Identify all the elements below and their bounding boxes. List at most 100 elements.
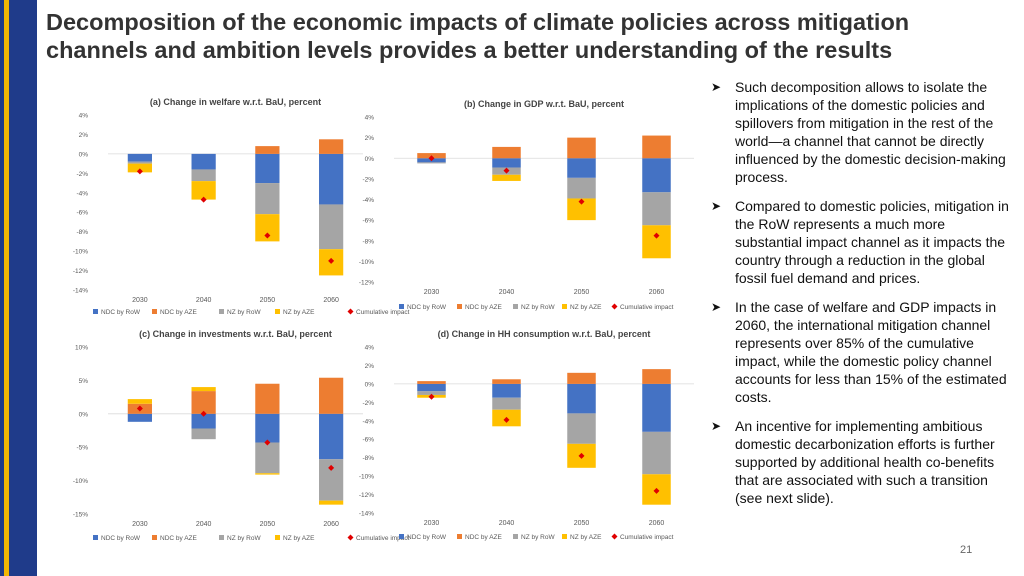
bar-segment-nz-by-aze — [127, 399, 152, 404]
bullet-list: ➤ Such decomposition allows to isolate th… — [711, 78, 1011, 518]
cumulative-marker — [328, 257, 335, 264]
legend-swatch — [399, 534, 404, 539]
y-tick-label: 0% — [365, 156, 375, 163]
y-tick-label: -2% — [76, 171, 88, 178]
legend-label: NDC by RoW — [407, 304, 447, 311]
bar-segment-nz-by-aze — [127, 163, 152, 173]
bullet-item: ➤ Compared to domestic policies, mitigati… — [711, 197, 1011, 287]
x-tick-label: 2040 — [196, 297, 212, 304]
charts-panel: (a) Change in welfare w.r.t. BaU, percen… — [73, 97, 694, 542]
arrow-bullet-icon: ➤ — [711, 419, 722, 433]
bar-segment-nz-by-aze — [642, 225, 671, 259]
y-tick-label: -12% — [359, 492, 374, 499]
chart-title: (d) Change in HH consumption w.r.t. BaU,… — [438, 329, 651, 339]
bar-segment-ndc-by-aze — [642, 135, 671, 159]
x-tick-label: 2040 — [499, 520, 515, 527]
x-tick-label: 2040 — [196, 521, 212, 528]
y-tick-label: -10% — [359, 259, 374, 266]
x-tick-label: 2030 — [424, 289, 440, 296]
legend-swatch — [152, 309, 157, 314]
y-tick-label: -8% — [362, 455, 374, 462]
legend-swatch — [219, 309, 224, 314]
y-tick-label: -15% — [73, 512, 88, 519]
left-accent-stripe — [4, 0, 9, 576]
legend-label: Cumulative impact — [620, 304, 674, 311]
y-tick-label: 4% — [365, 115, 375, 122]
bar-segment-nz-by-row — [567, 177, 596, 199]
legend-label: NZ by RoW — [521, 534, 555, 541]
x-tick-label: 2050 — [260, 297, 276, 304]
x-tick-label: 2060 — [649, 289, 665, 296]
legend-label: NDC by AZE — [465, 534, 503, 541]
legend-swatch — [513, 304, 518, 309]
y-tick-label: -10% — [73, 249, 88, 256]
bar-segment-nz-by-row — [255, 183, 280, 215]
bar-segment-ndc-by-aze — [567, 372, 596, 384]
legend-swatch — [562, 534, 567, 539]
y-tick-label: 2% — [365, 135, 375, 142]
bullet-text: Such decomposition allows to isolate the… — [735, 79, 1006, 185]
legend-marker — [611, 533, 618, 540]
bar-segment-nz-by-aze — [492, 174, 521, 181]
x-tick-label: 2030 — [424, 520, 440, 527]
y-tick-label: -10% — [73, 478, 88, 485]
bar-segment-nz-by-row — [319, 204, 344, 250]
bar-segment-ndc-by-row — [642, 383, 671, 432]
bar-segment-nz-by-row — [567, 413, 596, 444]
bullet-item: ➤ An incentive for implementing ambitious… — [711, 417, 1011, 507]
bar-segment-nz-by-row — [642, 192, 671, 226]
arrow-bullet-icon: ➤ — [711, 80, 722, 94]
x-tick-label: 2030 — [132, 297, 148, 304]
bar-segment-ndc-by-aze — [319, 377, 344, 414]
legend-label: NZ by AZE — [283, 535, 315, 542]
y-tick-label: -6% — [76, 210, 88, 217]
bar-segment-ndc-by-aze — [492, 379, 521, 384]
legend-swatch — [457, 534, 462, 539]
chart-panel-a: (a) Change in welfare w.r.t. BaU, percen… — [73, 97, 410, 316]
bar-segment-ndc-by-aze — [642, 369, 671, 384]
bar-segment-ndc-by-row — [255, 413, 280, 443]
bar-segment-ndc-by-row — [417, 383, 446, 392]
legend-marker — [347, 308, 354, 315]
bar-segment-ndc-by-aze — [319, 139, 344, 154]
bar-segment-ndc-by-row — [127, 413, 152, 422]
x-tick-label: 2050 — [574, 520, 590, 527]
legend-swatch — [93, 535, 98, 540]
legend-label: Cumulative impact — [356, 309, 410, 316]
cumulative-marker — [136, 405, 143, 412]
y-tick-label: -8% — [76, 229, 88, 236]
legend-label: NDC by AZE — [160, 309, 198, 316]
bullet-item: ➤ In the case of welfare and GDP impacts … — [711, 298, 1011, 406]
y-tick-label: 10% — [75, 345, 88, 352]
bar-segment-ndc-by-row — [642, 158, 671, 193]
cumulative-marker — [328, 464, 335, 471]
y-tick-label: 2% — [365, 363, 375, 370]
legend-label: NZ by AZE — [570, 304, 602, 311]
bar-segment-ndc-by-row — [191, 413, 216, 429]
bar-segment-ndc-by-row — [567, 383, 596, 414]
legend-swatch — [457, 304, 462, 309]
bar-segment-nz-by-row — [255, 442, 280, 474]
legend-swatch — [275, 309, 280, 314]
bar-segment-ndc-by-row — [319, 153, 344, 205]
cumulative-marker — [264, 232, 271, 239]
y-tick-label: -12% — [359, 280, 374, 287]
legend-marker — [347, 534, 354, 541]
arrow-bullet-icon: ➤ — [711, 199, 722, 213]
x-tick-label: 2060 — [323, 521, 339, 528]
bar-segment-nz-by-row — [191, 169, 216, 182]
y-tick-label: 0% — [79, 151, 89, 158]
y-tick-label: -6% — [362, 218, 374, 225]
bar-segment-ndc-by-row — [127, 153, 152, 162]
bar-segment-nz-by-row — [417, 162, 446, 164]
chart-title: (a) Change in welfare w.r.t. BaU, percen… — [150, 97, 321, 107]
slide-title: Decomposition of the economic impacts of… — [46, 8, 1006, 64]
chart-title: (b) Change in GDP w.r.t. BaU, percent — [464, 99, 624, 109]
bar-segment-nz-by-aze — [191, 181, 216, 200]
bar-segment-nz-by-row — [642, 431, 671, 475]
cumulative-marker — [136, 168, 143, 175]
chart-panel-b: (b) Change in GDP w.r.t. BaU, percent 4% 2… — [359, 99, 694, 311]
bar-segment-ndc-by-row — [319, 413, 344, 460]
bar-segment-ndc-by-row — [191, 153, 216, 170]
legend-label: NDC by AZE — [160, 535, 198, 542]
